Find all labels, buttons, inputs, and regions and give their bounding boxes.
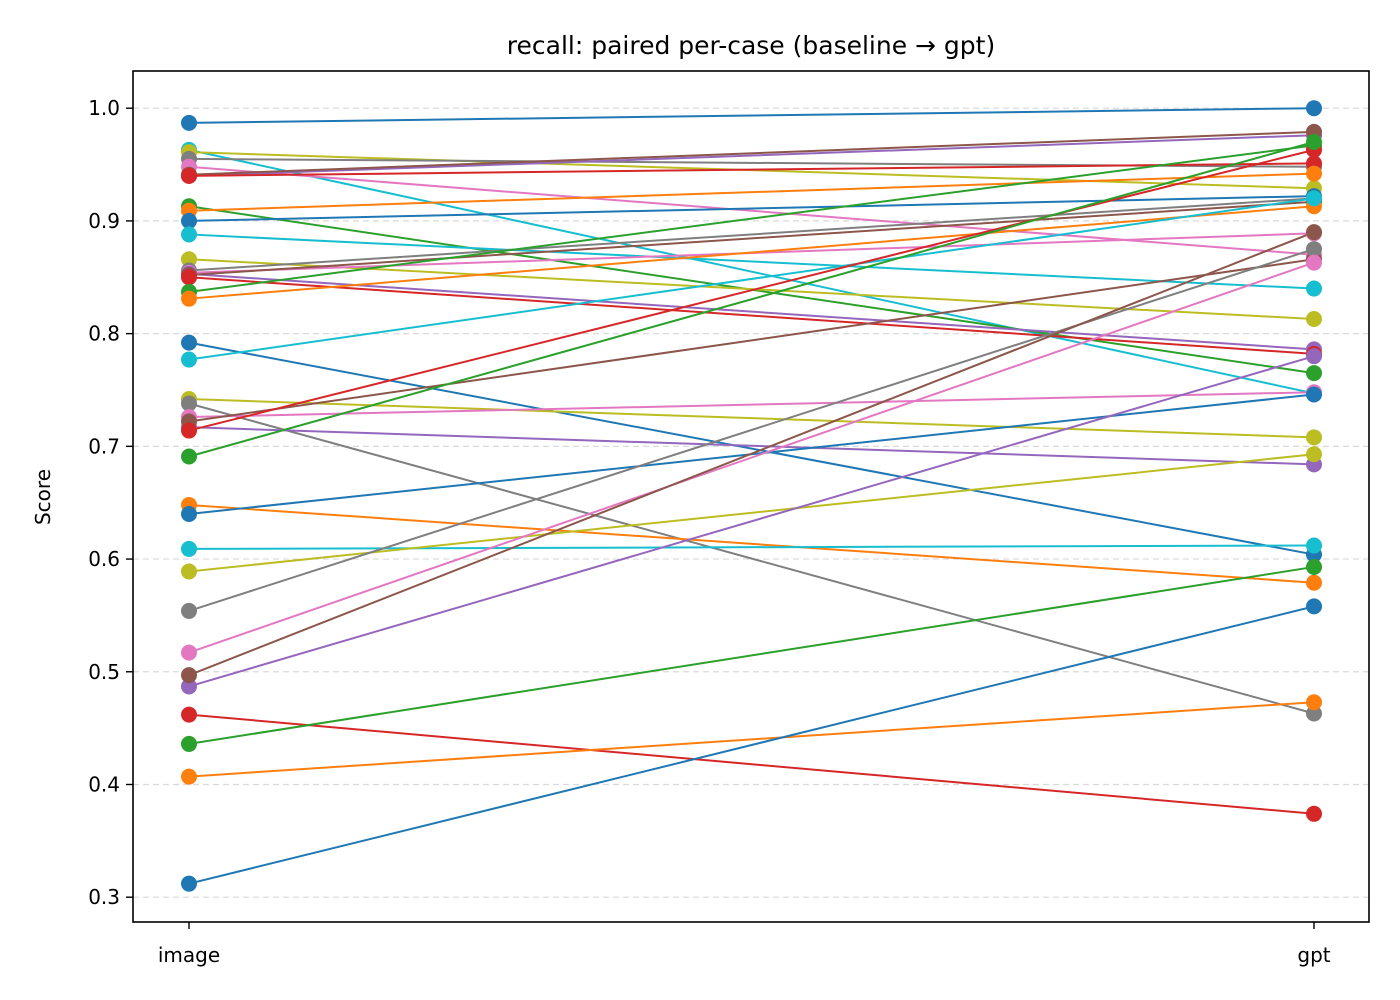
- series-line-5: [188, 134, 1315, 177]
- series-line-33: [188, 248, 1315, 612]
- data-point-31-image: [181, 540, 197, 557]
- data-point-12-image: [181, 251, 197, 268]
- data-point-32-image: [181, 563, 197, 580]
- data-point-39-image: [181, 768, 197, 785]
- series-line-39: [188, 701, 1315, 778]
- data-point-8-gpt: [1306, 365, 1322, 382]
- series-line-36: [188, 231, 1315, 677]
- data-point-29-gpt: [1306, 574, 1322, 591]
- chart-title: recall: paired per-case (baseline → gpt): [507, 31, 995, 60]
- series-line-7: [188, 162, 1315, 177]
- series-line-22: [188, 398, 1315, 439]
- series-line-29: [188, 503, 1315, 584]
- data-point-39-gpt: [1306, 694, 1322, 711]
- y-tick-label-0: 0.3: [88, 885, 120, 909]
- plot-frame: [132, 70, 1370, 923]
- series-line-11: [188, 233, 1315, 290]
- series-line-19: [188, 205, 1315, 300]
- data-point-35-image: [181, 678, 197, 695]
- data-point-33-gpt: [1306, 241, 1322, 258]
- data-point-0-image: [181, 114, 197, 131]
- series-line-35: [188, 355, 1315, 688]
- series-line-1: [188, 148, 1315, 395]
- series-line-9: [188, 172, 1315, 212]
- series-line-16: [188, 200, 1315, 277]
- series-line-34: [188, 261, 1315, 654]
- series-line-23: [188, 402, 1315, 715]
- data-point-20-image: [181, 334, 197, 351]
- x-tick-label-1: gpt: [1297, 943, 1330, 967]
- y-axis: 0.3 0.4 0.5 0.6 0.7 0.8 0.9 1.0: [88, 96, 133, 909]
- series-line-15: [188, 272, 1315, 351]
- series-line-38: [188, 565, 1315, 745]
- y-tick-label-5: 0.8: [88, 322, 120, 346]
- data-point-36-image: [181, 667, 197, 684]
- y-axis-label: Score: [31, 469, 55, 525]
- data-point-7-image: [181, 167, 197, 184]
- series-line-40: [188, 605, 1315, 885]
- data-point-38-gpt: [1306, 558, 1322, 575]
- x-axis: image gpt: [158, 922, 1331, 967]
- y-tick-label-7: 1.0: [88, 96, 120, 120]
- series-line-6: [188, 130, 1315, 176]
- data-point-33-image: [181, 602, 197, 619]
- series-line-0: [188, 107, 1315, 124]
- data-point-21-image: [181, 351, 197, 368]
- series-line-17: [188, 276, 1315, 355]
- series-line-26: [188, 258, 1315, 423]
- y-tick-label-2: 0.5: [88, 660, 120, 684]
- y-tick-label-4: 0.7: [88, 434, 120, 458]
- data-point-12-gpt: [1306, 310, 1322, 327]
- series-line-28: [188, 141, 1315, 458]
- series-line-32: [188, 453, 1315, 573]
- data-point-21-gpt: [1306, 190, 1322, 207]
- data-point-27-image: [181, 422, 197, 439]
- data-point-35-gpt: [1306, 348, 1322, 365]
- data-point-22-gpt: [1306, 429, 1322, 446]
- series-lines: [188, 107, 1315, 885]
- data-point-40-image: [181, 875, 197, 892]
- series-line-18: [188, 144, 1315, 293]
- data-point-11-gpt: [1306, 280, 1322, 297]
- data-point-23-gpt: [1306, 705, 1322, 722]
- data-point-28-gpt: [1306, 134, 1322, 151]
- x-tick-label-0: image: [158, 943, 220, 967]
- data-point-38-image: [181, 735, 197, 752]
- series-line-37: [188, 713, 1315, 815]
- data-point-32-gpt: [1306, 446, 1322, 463]
- series-line-25: [188, 426, 1315, 466]
- data-points: [181, 100, 1322, 892]
- data-point-23-image: [181, 395, 197, 412]
- series-line-10: [188, 195, 1315, 222]
- data-point-28-image: [181, 448, 197, 465]
- data-point-34-image: [181, 644, 197, 661]
- data-point-17-image: [181, 269, 197, 286]
- data-point-31-gpt: [1306, 537, 1322, 554]
- series-line-13: [188, 197, 1315, 272]
- data-point-37-gpt: [1306, 805, 1322, 822]
- data-point-34-gpt: [1306, 254, 1322, 271]
- series-line-27: [188, 148, 1315, 432]
- y-tick-label-3: 0.6: [88, 547, 120, 571]
- data-point-30-gpt: [1306, 386, 1322, 403]
- data-point-19-image: [181, 290, 197, 307]
- data-point-40-gpt: [1306, 598, 1322, 615]
- series-line-21: [188, 197, 1315, 361]
- data-point-10-image: [181, 212, 197, 229]
- series-line-31: [188, 544, 1315, 550]
- data-point-0-gpt: [1306, 100, 1322, 117]
- y-tick-label-6: 0.9: [88, 209, 120, 233]
- data-point-37-image: [181, 706, 197, 723]
- data-point-30-image: [181, 505, 197, 522]
- series-line-24: [188, 391, 1315, 419]
- data-point-11-image: [181, 226, 197, 243]
- y-tick-label-1: 0.4: [88, 772, 120, 796]
- series-line-20: [188, 341, 1315, 556]
- data-point-36-gpt: [1306, 224, 1322, 241]
- data-point-9-gpt: [1306, 165, 1322, 182]
